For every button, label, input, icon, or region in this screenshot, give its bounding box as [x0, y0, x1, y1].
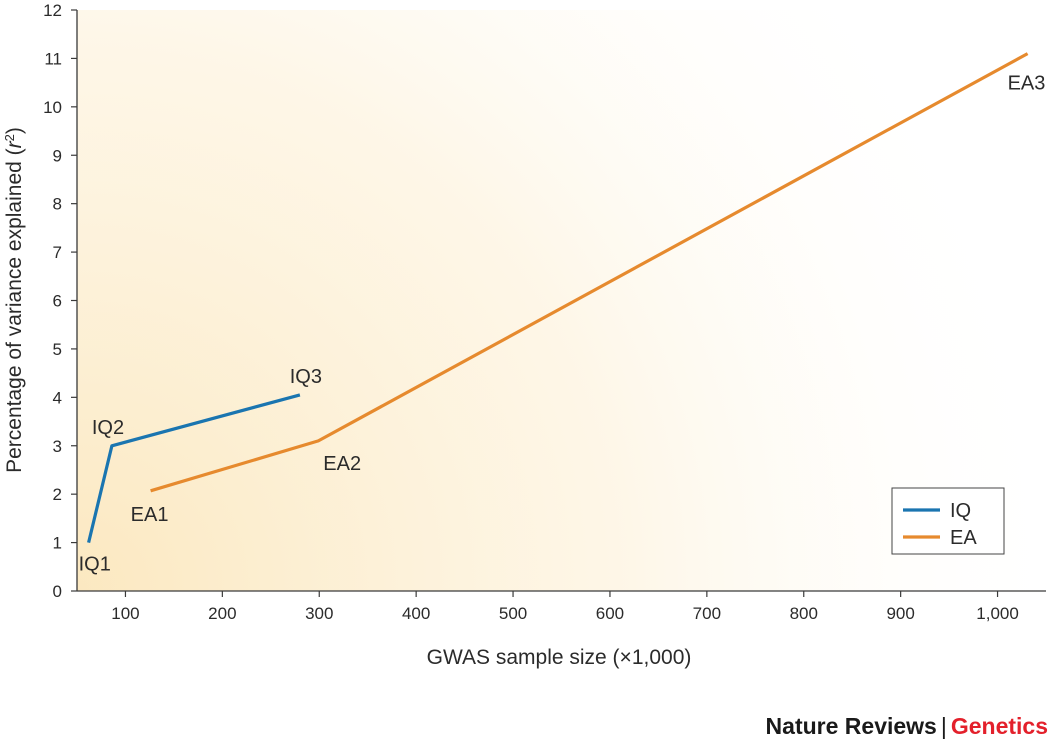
- legend-box: [891, 487, 1005, 555]
- x-tick-label: 300: [305, 604, 333, 623]
- plot-background-glow: [77, 10, 1046, 591]
- footer-field: Genetics: [950, 713, 1048, 739]
- y-tick-label: 0: [53, 582, 62, 601]
- series-line-iq: [87, 393, 301, 543]
- point-labels: IQ1 IQ2 IQ3 EA1 EA2 EA3: [79, 73, 1046, 576]
- x-tick-label: 700: [693, 604, 721, 623]
- x-axis-title: GWAS sample size (×1,000): [427, 646, 692, 669]
- y-tick-label: 12: [43, 1, 62, 20]
- x-tick-label: 800: [790, 604, 818, 623]
- series-layer: [87, 52, 1029, 543]
- y-tick-label: 3: [53, 437, 62, 456]
- footer-journal: Nature Reviews: [765, 713, 937, 739]
- point-label-ea1: EA1: [131, 504, 169, 526]
- point-label-iq3: IQ3: [290, 366, 322, 388]
- point-label-ea3: EA3: [1008, 73, 1046, 95]
- footer-credit: Nature Reviews | Genetics: [766, 713, 1048, 740]
- point-label-iq1: IQ1: [79, 554, 111, 576]
- x-tick-label: 900: [886, 604, 914, 623]
- legend-label-ea: EA: [950, 527, 977, 549]
- y-tick-label: 2: [53, 485, 62, 504]
- x-tick-label: 200: [208, 604, 236, 623]
- point-label-iq2: IQ2: [92, 417, 124, 439]
- x-tick-label: 500: [499, 604, 527, 623]
- x-tick-label: 600: [596, 604, 624, 623]
- legend: IQ EA: [891, 487, 1005, 555]
- y-tick-label: 1: [53, 534, 62, 553]
- series-line-ea: [150, 52, 1029, 493]
- y-axis-title: Percentage of variance explained (r2): [2, 127, 27, 473]
- y-tick-label: 6: [53, 292, 62, 311]
- x-tick-label: 400: [402, 604, 430, 623]
- point-label-ea2: EA2: [323, 453, 361, 475]
- y-tick-label: 11: [44, 49, 62, 68]
- y-tick-label: 5: [53, 340, 62, 359]
- y-tick-label: 4: [53, 388, 62, 407]
- y-tick-label: 8: [53, 195, 62, 214]
- y-tick-label: 9: [53, 146, 62, 165]
- y-tick-label: 10: [43, 98, 62, 117]
- footer-separator: |: [940, 713, 947, 739]
- y-tick-label: 7: [53, 243, 62, 262]
- legend-label-iq: IQ: [950, 500, 971, 522]
- x-tick-label: 100: [111, 604, 139, 623]
- x-tick-label: 1,000: [976, 604, 1019, 623]
